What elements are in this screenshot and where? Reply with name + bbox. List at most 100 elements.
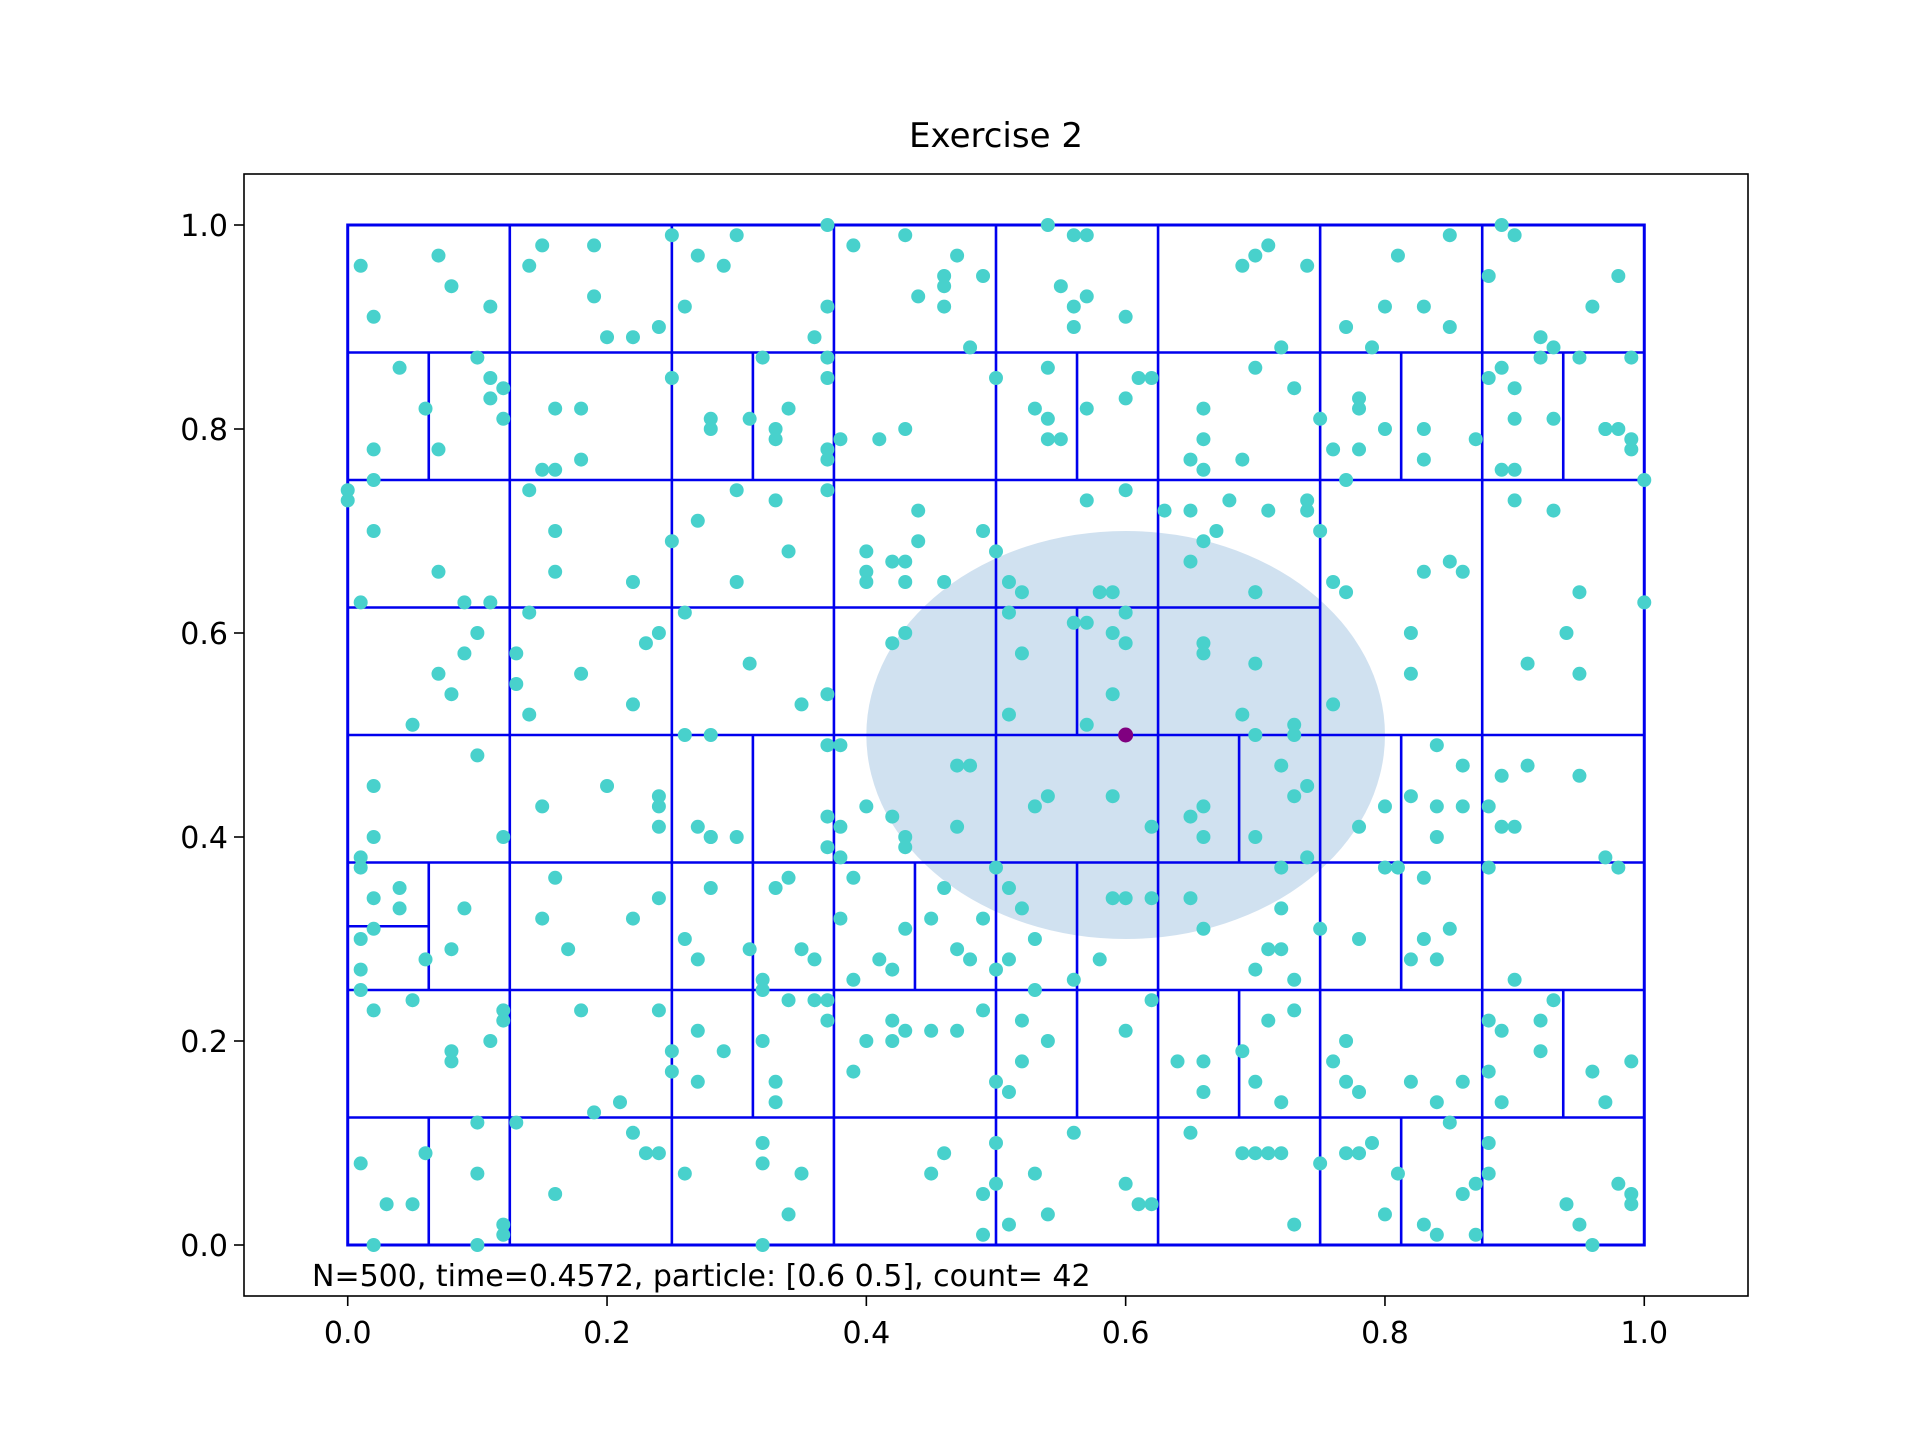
data-point — [1507, 228, 1522, 243]
data-point — [820, 442, 835, 457]
data-point — [1118, 1023, 1133, 1038]
data-point — [820, 350, 835, 365]
data-point — [522, 258, 537, 273]
data-point — [651, 1003, 666, 1018]
data-point — [1196, 401, 1211, 416]
data-point — [703, 830, 718, 844]
data-point — [1403, 626, 1418, 640]
data-point — [1572, 350, 1587, 365]
data-point — [1196, 1054, 1211, 1069]
data-point — [1027, 401, 1042, 416]
data-point — [807, 330, 822, 345]
data-point — [496, 381, 511, 396]
data-point — [444, 942, 459, 957]
data-point — [1170, 1054, 1185, 1069]
data-point — [885, 1034, 900, 1048]
data-point — [1585, 1238, 1600, 1252]
data-point — [1248, 248, 1263, 263]
data-point — [1248, 1146, 1263, 1161]
data-point — [548, 524, 563, 538]
data-point — [1352, 1146, 1367, 1161]
data-point — [418, 952, 433, 967]
data-point — [1390, 860, 1405, 875]
data-point — [1546, 340, 1561, 355]
data-point — [950, 819, 965, 834]
data-point — [1507, 493, 1522, 508]
data-point — [1274, 1146, 1289, 1161]
data-point — [625, 330, 640, 345]
data-point — [1248, 1074, 1263, 1089]
data-point — [431, 442, 446, 457]
data-point — [885, 809, 900, 824]
x-tick-label: 0.4 — [842, 1316, 890, 1351]
status-annotation: N=500, time=0.4572, particle: [0.6 0.5],… — [312, 1259, 1091, 1294]
data-point — [1027, 932, 1042, 946]
x-tick-label: 0.2 — [583, 1316, 631, 1351]
data-point — [1313, 524, 1328, 538]
data-point — [1196, 830, 1211, 844]
data-point — [535, 911, 550, 926]
data-point — [833, 911, 848, 926]
data-point — [1274, 1095, 1289, 1110]
data-point — [820, 993, 835, 1008]
data-point — [1416, 1217, 1431, 1232]
data-point — [1429, 830, 1444, 844]
data-point — [587, 1105, 602, 1120]
data-point — [950, 758, 965, 773]
data-point — [755, 1156, 770, 1171]
data-point — [457, 901, 472, 916]
data-point — [1624, 432, 1639, 447]
data-point — [651, 626, 666, 640]
data-point — [846, 1064, 861, 1079]
data-point — [1287, 972, 1302, 987]
data-point — [950, 1023, 965, 1038]
data-point — [1611, 422, 1626, 436]
data-point — [1624, 442, 1639, 457]
data-point — [1637, 473, 1652, 487]
data-point — [703, 728, 718, 742]
data-point — [457, 595, 472, 610]
data-point — [1196, 799, 1211, 814]
data-point — [1442, 1115, 1457, 1130]
data-point — [872, 952, 887, 967]
data-point — [366, 891, 381, 906]
data-point — [1494, 768, 1509, 783]
data-point — [794, 942, 809, 957]
data-point — [820, 452, 835, 467]
data-point — [353, 595, 368, 610]
data-point — [690, 1023, 705, 1038]
x-tick-label: 0.0 — [324, 1316, 372, 1351]
data-point — [1326, 1054, 1341, 1069]
data-point — [1326, 697, 1341, 712]
data-point — [1066, 972, 1081, 987]
data-point — [1559, 1197, 1574, 1212]
data-point — [924, 1023, 939, 1038]
data-point — [1014, 1013, 1029, 1028]
data-point — [1261, 1013, 1276, 1028]
data-point — [1248, 830, 1263, 844]
data-point — [1455, 1187, 1470, 1201]
data-point — [1261, 503, 1276, 518]
data-point — [444, 1044, 459, 1059]
data-point — [989, 1176, 1003, 1191]
data-point — [1118, 483, 1133, 498]
data-point — [1144, 371, 1159, 385]
data-point — [911, 503, 926, 518]
data-point — [444, 279, 459, 294]
data-point — [1209, 524, 1224, 538]
x-tick-label: 1.0 — [1620, 1316, 1668, 1351]
data-point — [677, 1166, 692, 1181]
data-point — [1066, 228, 1081, 243]
data-point — [1274, 942, 1289, 957]
y-tick-label: 0.2 — [180, 1025, 228, 1060]
data-point — [1274, 860, 1289, 875]
data-point — [690, 1074, 705, 1089]
data-point — [1001, 605, 1016, 620]
data-point — [1079, 228, 1094, 243]
data-point — [1183, 1125, 1198, 1140]
data-point — [1248, 656, 1263, 671]
data-point — [483, 1034, 498, 1048]
data-point — [651, 799, 666, 814]
data-point — [1520, 758, 1535, 773]
data-point — [405, 717, 420, 732]
